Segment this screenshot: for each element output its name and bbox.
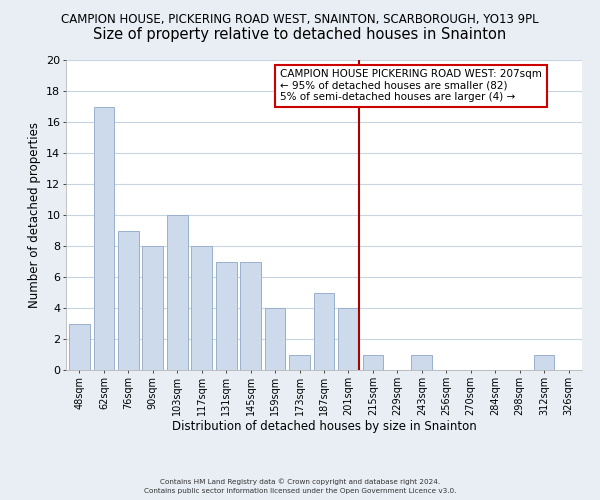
Bar (167, 215, 188, 370)
Bar (412, 354, 432, 370)
Bar (289, 354, 310, 370)
Y-axis label: Number of detached properties: Number of detached properties (28, 122, 41, 308)
Text: Contains HM Land Registry data © Crown copyright and database right 2024.
Contai: Contains HM Land Registry data © Crown c… (144, 478, 456, 494)
X-axis label: Distribution of detached houses by size in Snainton: Distribution of detached houses by size … (172, 420, 476, 434)
Bar (216, 262, 236, 370)
Bar (191, 246, 212, 370)
Bar (69, 324, 90, 370)
Bar (240, 262, 261, 370)
Bar (338, 308, 359, 370)
Bar (265, 308, 286, 370)
Bar (314, 292, 334, 370)
Text: Size of property relative to detached houses in Snainton: Size of property relative to detached ho… (94, 28, 506, 42)
Bar (94, 106, 114, 370)
Bar (362, 354, 383, 370)
Bar (534, 354, 554, 370)
Text: CAMPION HOUSE, PICKERING ROAD WEST, SNAINTON, SCARBOROUGH, YO13 9PL: CAMPION HOUSE, PICKERING ROAD WEST, SNAI… (61, 12, 539, 26)
Text: CAMPION HOUSE PICKERING ROAD WEST: 207sqm
← 95% of detached houses are smaller (: CAMPION HOUSE PICKERING ROAD WEST: 207sq… (280, 70, 542, 102)
Bar (118, 230, 139, 370)
Bar (142, 246, 163, 370)
